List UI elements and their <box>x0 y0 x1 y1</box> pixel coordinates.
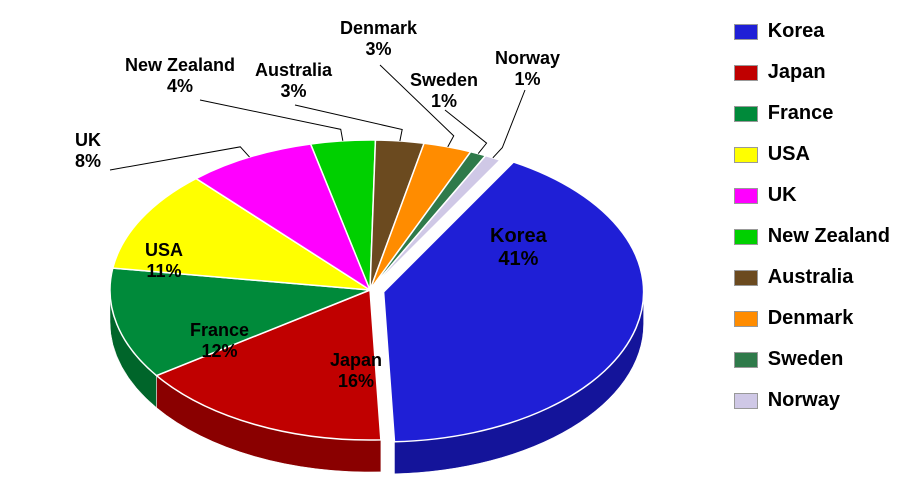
slice-label-australia: Australia 3% <box>255 60 332 101</box>
slice-label-uk: UK 8% <box>75 130 101 171</box>
legend-swatch <box>734 352 758 368</box>
legend-label: Japan <box>768 61 826 84</box>
legend-swatch <box>734 147 758 163</box>
legend-swatch <box>734 393 758 409</box>
slice-label-denmark: Denmark 3% <box>340 18 417 59</box>
slice-name: USA <box>145 240 183 260</box>
legend-item: Sweden <box>734 348 890 371</box>
legend-item: Denmark <box>734 307 890 330</box>
slice-name: France <box>190 320 249 340</box>
slice-name: New Zealand <box>125 55 235 75</box>
legend-label: UK <box>768 184 797 207</box>
slice-label-newzealand: New Zealand 4% <box>125 55 235 96</box>
slice-pct: 16% <box>338 371 374 391</box>
legend-swatch <box>734 24 758 40</box>
slice-name: Korea <box>490 225 547 247</box>
slice-label-france: France 12% <box>190 320 249 361</box>
slice-pct: 41% <box>498 248 538 270</box>
legend-swatch <box>734 270 758 286</box>
slice-pct: 1% <box>515 69 541 89</box>
legend-item: Japan <box>734 61 890 84</box>
legend-item: UK <box>734 184 890 207</box>
chart-stage: Korea 41% Japan 16% France 12% USA 11% U… <box>0 0 920 500</box>
slice-name: Denmark <box>340 18 417 38</box>
legend-swatch <box>734 65 758 81</box>
slice-label-sweden: Sweden 1% <box>410 70 478 111</box>
legend-item: USA <box>734 143 890 166</box>
legend-label: Norway <box>768 389 840 412</box>
slice-pct: 4% <box>167 76 193 96</box>
slice-label-usa: USA 11% <box>145 240 183 281</box>
slice-pct: 12% <box>202 341 238 361</box>
slice-pct: 3% <box>366 39 392 59</box>
legend-item: Korea <box>734 20 890 43</box>
legend-label: New Zealand <box>768 225 890 248</box>
leader-line <box>493 90 525 158</box>
slice-name: Australia <box>255 60 332 80</box>
slice-pct: 8% <box>75 151 101 171</box>
slice-pct: 1% <box>431 91 457 111</box>
legend-label: USA <box>768 143 810 166</box>
slice-name: UK <box>75 130 101 150</box>
slice-label-norway: Norway 1% <box>495 48 560 89</box>
legend-swatch <box>734 311 758 327</box>
legend-label: Korea <box>768 20 825 43</box>
slice-pct: 11% <box>146 261 181 281</box>
legend-item: France <box>734 102 890 125</box>
slice-name: Sweden <box>410 70 478 90</box>
legend-label: Denmark <box>768 307 854 330</box>
slice-name: Japan <box>330 350 382 370</box>
legend-label: France <box>768 102 834 125</box>
legend-item: Norway <box>734 389 890 412</box>
leader-line <box>200 100 343 141</box>
legend-swatch <box>734 229 758 245</box>
legend-item: New Zealand <box>734 225 890 248</box>
legend-label: Sweden <box>768 348 844 371</box>
legend-swatch <box>734 188 758 204</box>
slice-pct: 3% <box>281 81 307 101</box>
legend-item: Australia <box>734 266 890 289</box>
legend-swatch <box>734 106 758 122</box>
slice-name: Norway <box>495 48 560 68</box>
legend: Korea Japan France USA UK New Zealand Australi… <box>734 20 890 412</box>
slice-label-korea: Korea 41% <box>490 225 547 271</box>
legend-label: Australia <box>768 266 854 289</box>
slice-label-japan: Japan 16% <box>330 350 382 391</box>
